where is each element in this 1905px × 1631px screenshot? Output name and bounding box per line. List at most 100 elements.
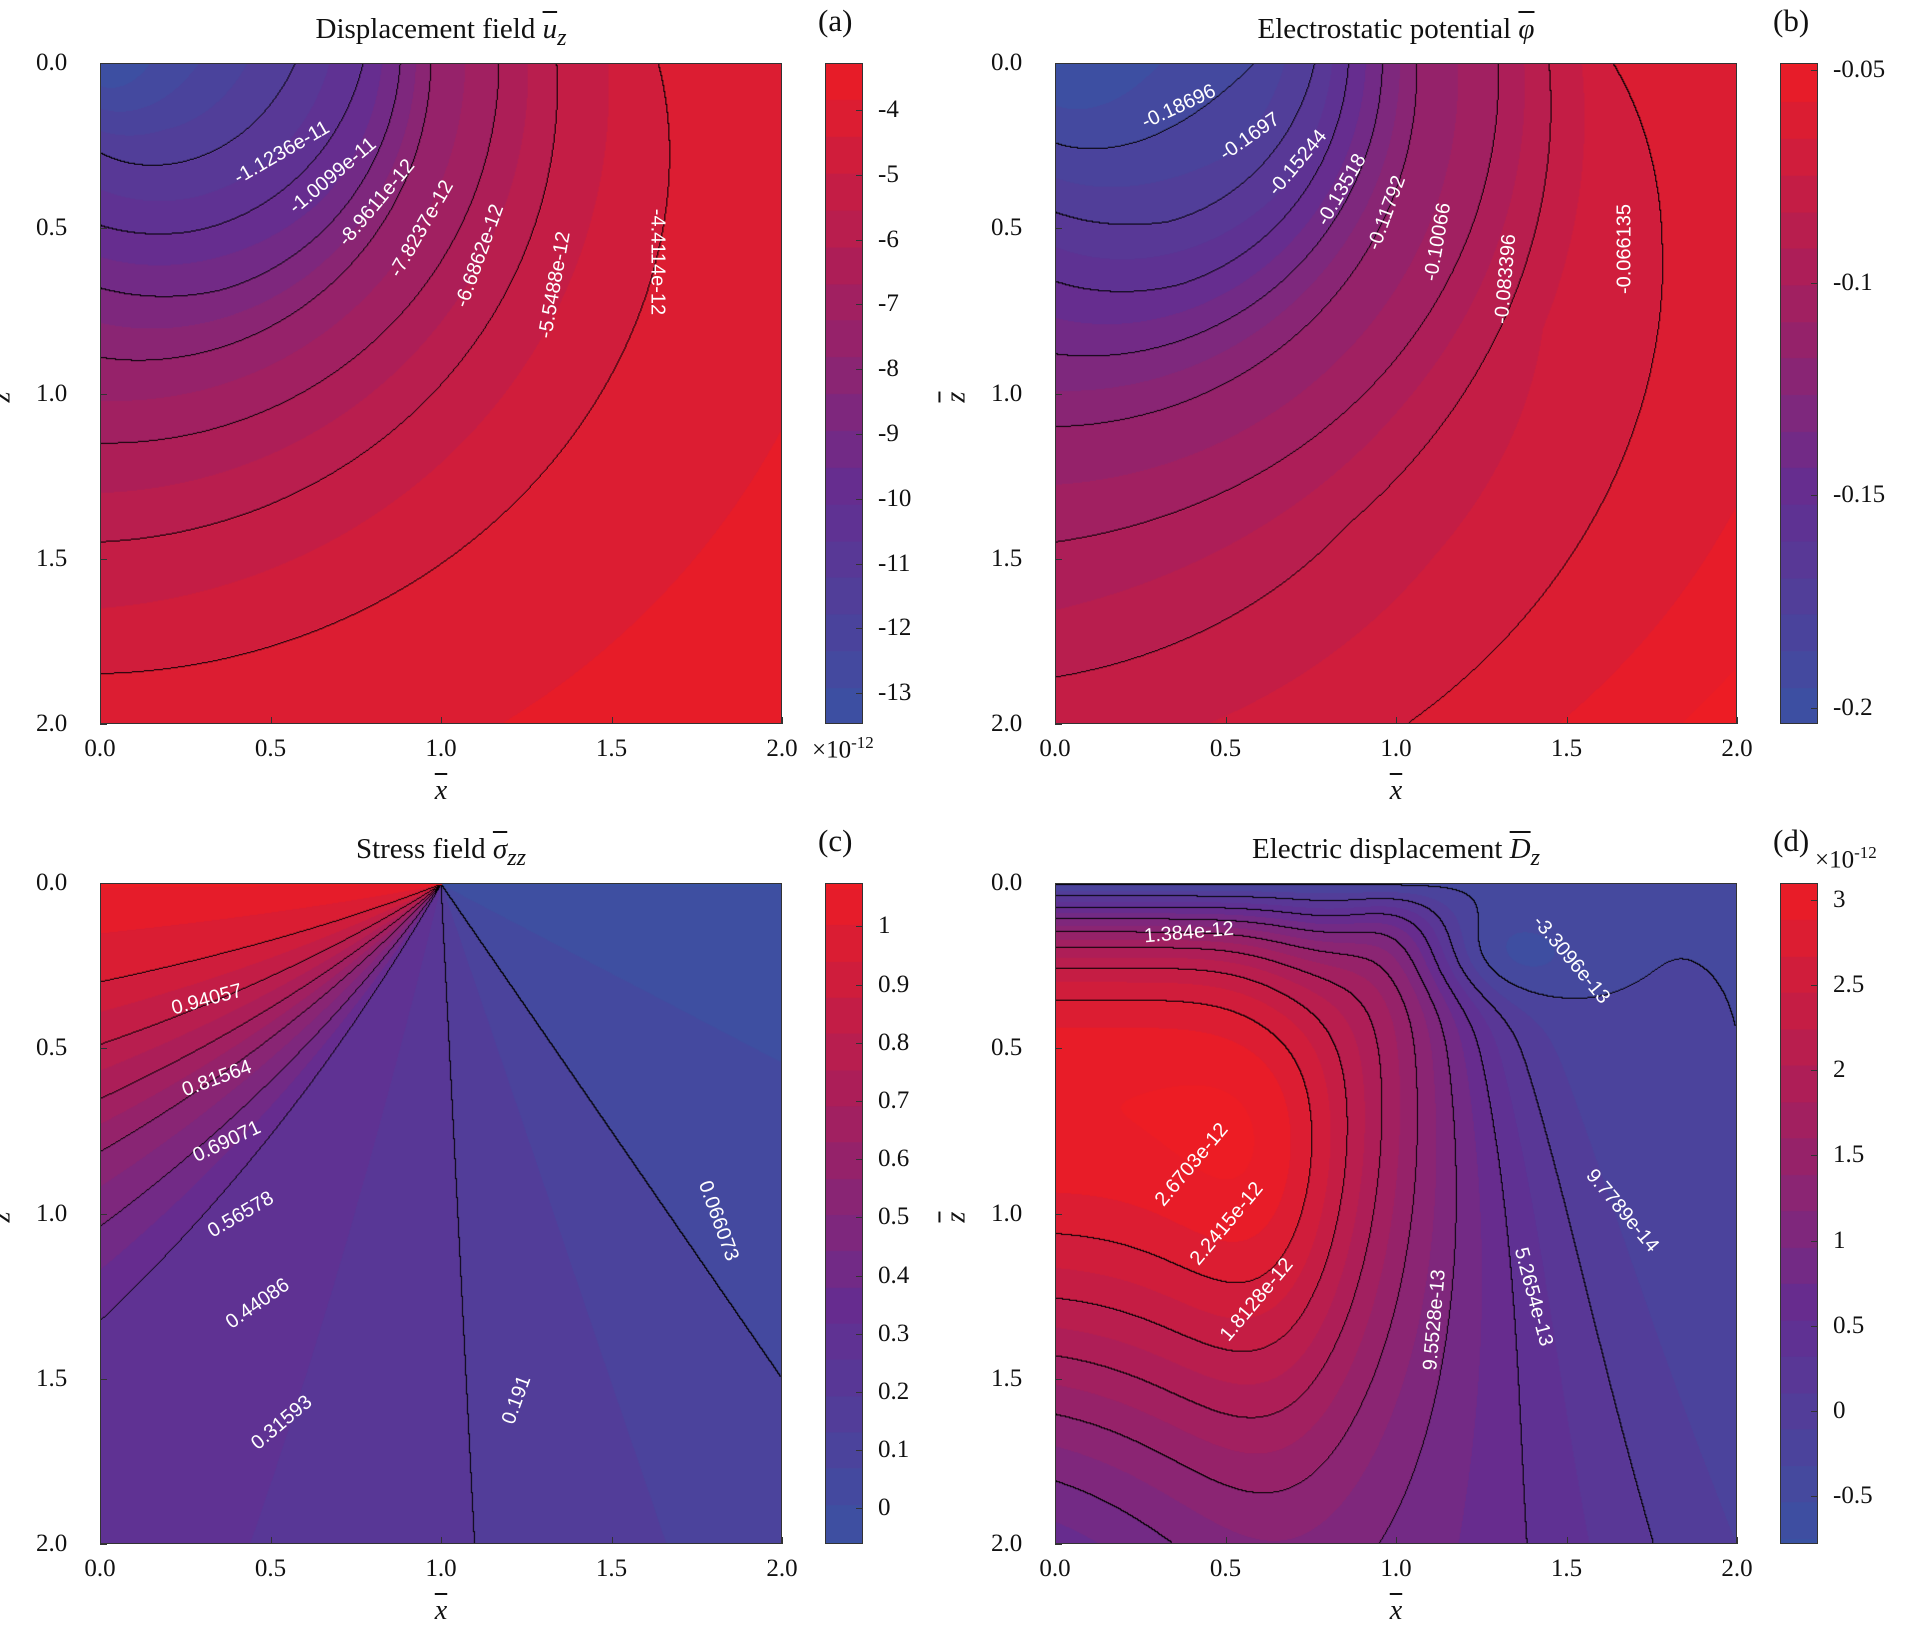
y-tick-mark [100, 1213, 107, 1215]
colorbar: -4 -5 -6 -7 -8 -9 -10 -11 -12 -13 [825, 63, 911, 724]
y-tick-mark [100, 1544, 107, 1545]
y-tick-label: 1.0 [991, 1199, 1023, 1227]
colorbar-tick-label: 2 [1833, 1056, 1846, 1084]
colorbar-multiplier: ×10-12 [1815, 843, 1877, 874]
x-tick-mark [611, 1537, 613, 1544]
y-tick-label: 1.0 [36, 379, 68, 407]
contour-label: -0.066135 [1613, 204, 1636, 295]
multiplier-base: ×10 [1815, 846, 1855, 874]
contour-panel-a: (a) Displacement field uz -1.1236e-11 -1.00… [0, 3, 1000, 863]
colorbar: 1 0.9 0.8 0.7 0.6 0.5 0.4 0.3 0.2 0.1 0 [825, 883, 909, 1544]
y-tick-label: 1.5 [36, 1364, 68, 1392]
y-tick-mark [100, 228, 107, 230]
contour-fill-canvas [1056, 884, 1736, 1543]
colorbar: 3 2.5 2 1.5 1 0.5 0 -0.5 [1780, 883, 1873, 1544]
contour-panel-d: (d) Electric displacement Dz 1.384e-12 -3.3… [940, 823, 1905, 1631]
colorbar-tick-label: 0.1 [878, 1436, 910, 1464]
colorbar-tick-mark [856, 1333, 863, 1335]
y-tick-label: 0.5 [991, 214, 1023, 242]
y-tick-mark [1055, 63, 1062, 64]
colorbar-tick-mark [1811, 1240, 1818, 1242]
y-tick-label: 0.5 [36, 1034, 68, 1062]
y-tick-label: 0.0 [991, 869, 1023, 896]
contour-plot-area: -1.1236e-11 -1.0099e-11 -8.9611e-12 -7.8237… [100, 63, 782, 724]
x-tick-label: 0.5 [254, 1555, 287, 1582]
x-axis-symbol: x [1389, 775, 1403, 806]
y-tick-label: 0.0 [991, 49, 1023, 76]
colorbar-tick-mark [856, 1391, 863, 1393]
title-text: Stress field [355, 833, 486, 865]
x-tick-mark [782, 1537, 783, 1544]
colorbar-tick-label: 0.3 [878, 1319, 910, 1347]
panel-letter: (a) [818, 3, 853, 38]
title-subscript: zz [507, 843, 527, 871]
x-tick-label: 2.0 [1721, 735, 1753, 762]
colorbar-gradient [1781, 884, 1817, 1543]
y-tick-mark [1055, 1048, 1062, 1050]
y-tick-label: 1.0 [991, 379, 1023, 407]
plot-title: Displacement field uz [100, 13, 782, 52]
y-tick-mark [100, 393, 107, 395]
x-axis-symbol: x [1389, 1595, 1403, 1626]
y-axis-symbol: z [940, 391, 972, 403]
y-tick-mark [100, 1378, 107, 1380]
colorbar-tick-mark [856, 926, 863, 928]
colorbar-tick-mark [856, 1508, 863, 1510]
y-tick-label: 2.0 [36, 1530, 68, 1557]
colorbar-tick-mark [856, 1042, 863, 1044]
colorbar-tick-mark [856, 1159, 863, 1161]
x-tick-mark [1737, 717, 1738, 724]
colorbar-tick-label: 0 [1833, 1397, 1846, 1425]
x-axis-label: x [1055, 1595, 1737, 1627]
title-subscript: z [1530, 843, 1541, 871]
x-tick-mark [1566, 717, 1568, 724]
colorbar-tick-label: -0.2 [1833, 693, 1873, 721]
y-tick-mark [1055, 724, 1062, 725]
x-tick-mark [1225, 717, 1227, 724]
colorbar-gradient [826, 64, 862, 723]
colorbar-tick-mark [856, 693, 863, 695]
colorbar-tick-mark [856, 110, 863, 111]
x-tick-mark [782, 717, 783, 724]
x-tick-mark [441, 717, 442, 724]
x-tick-label: 0.5 [1209, 735, 1242, 762]
title-symbol: u [542, 13, 558, 45]
y-tick-mark [100, 724, 107, 725]
contour-panel-c: (c) Stress field σzz 0.94057 0.81564 0.69071… [0, 823, 1000, 1631]
y-tick-mark [1055, 228, 1062, 230]
x-tick-mark [1396, 1537, 1397, 1544]
colorbar-tick-label: 0.2 [878, 1377, 910, 1405]
y-tick-mark [1055, 1213, 1062, 1215]
colorbar-tick-mark [856, 1275, 863, 1277]
contour-plot-area: 0.94057 0.81564 0.69071 0.56578 0.44086 0.315… [100, 883, 782, 1544]
y-axis-label: z [940, 392, 972, 403]
panel-letter: (b) [1773, 3, 1810, 38]
y-tick-label: 1.0 [36, 1199, 68, 1227]
colorbar-tick-mark [856, 1101, 863, 1103]
contour-fill-canvas [1056, 64, 1736, 723]
colorbar-tick-label: -11 [878, 549, 911, 577]
x-tick-mark [270, 717, 272, 724]
colorbar-tick-mark [856, 434, 863, 436]
x-axis-symbol: x [434, 1595, 448, 1626]
colorbar-tick-label: -0.05 [1833, 55, 1886, 83]
x-tick-label: 2.0 [766, 1555, 798, 1582]
contour-plot-area: -0.18696 -0.1697 -0.15244 -0.13518 -0.11792-… [1055, 63, 1737, 724]
colorbar-tick-label: 0.5 [878, 1203, 910, 1231]
y-axis-symbol: z [0, 392, 16, 403]
colorbar-tick-mark [856, 174, 863, 176]
x-tick-label: 1.5 [595, 1555, 628, 1582]
colorbar-tick-label: -0.15 [1833, 481, 1886, 509]
colorbar-tick-label: -12 [878, 614, 912, 642]
y-tick-mark [100, 63, 107, 64]
y-tick-mark [1055, 883, 1062, 884]
y-tick-label: 2.0 [991, 1530, 1023, 1557]
colorbar-tick-label: -10 [878, 484, 912, 512]
colorbar-tick-mark [1811, 1155, 1818, 1157]
y-axis-label: z [940, 1212, 972, 1223]
contour-panel-b: (b) Electrostatic potential φ -0.18696 -0.1… [940, 3, 1905, 863]
contour-fill-canvas [101, 64, 781, 723]
plot-title: Electrostatic potential φ [1055, 13, 1737, 52]
y-tick-mark [1055, 558, 1062, 560]
title-subscript: z [557, 23, 567, 51]
